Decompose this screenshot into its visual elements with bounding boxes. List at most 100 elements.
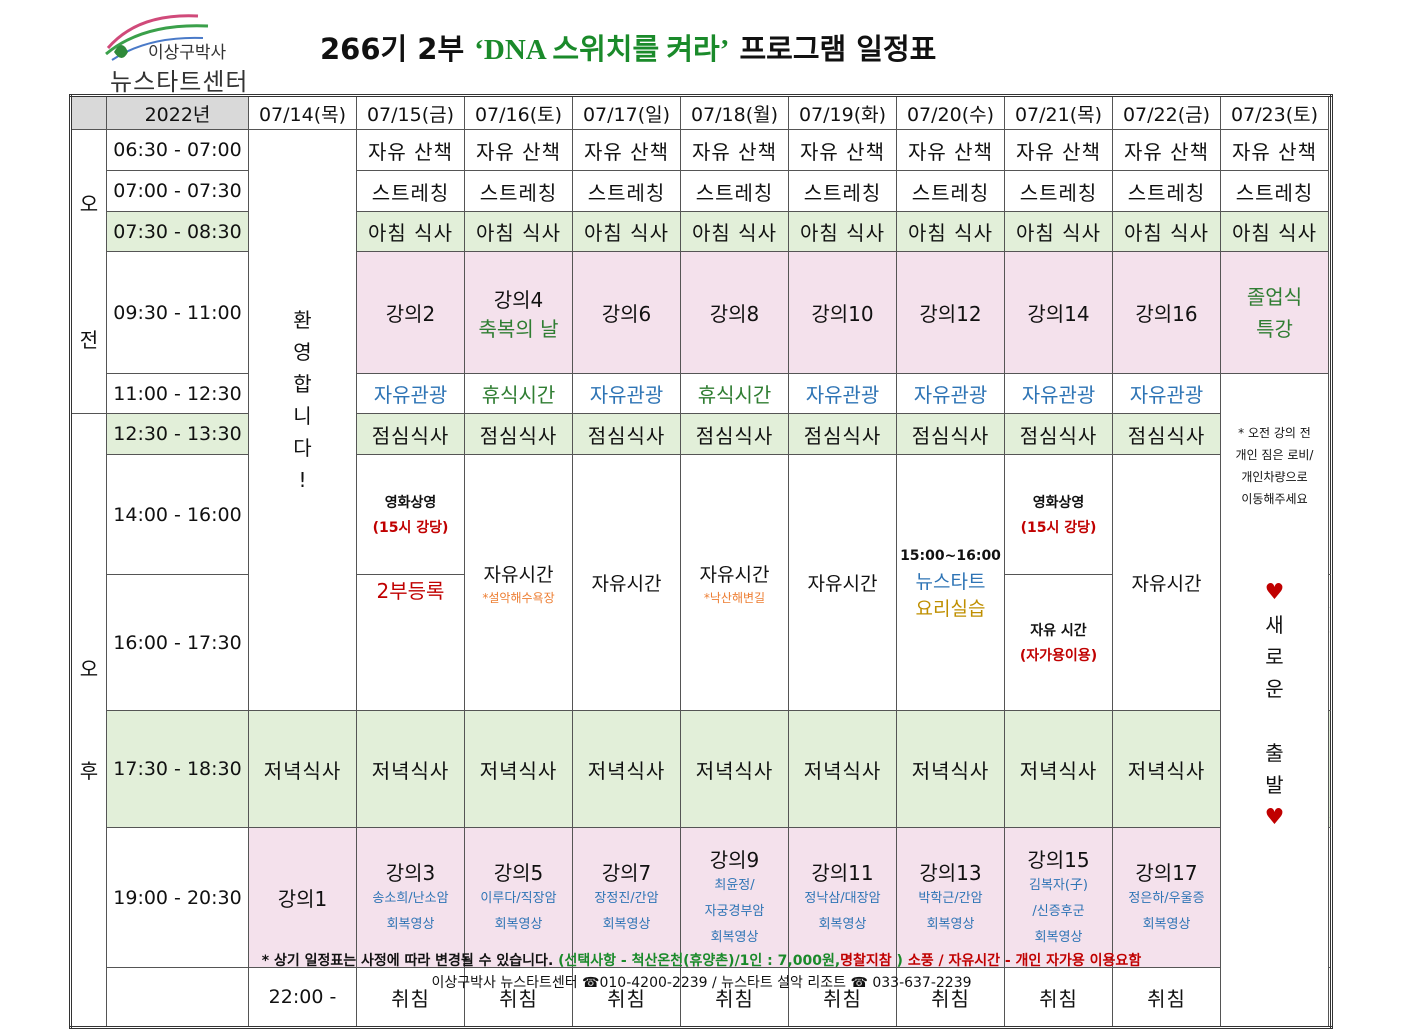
table-row: 07:30 - 08:30 아침 식사 아침 식사 아침 식사 아침 식사 아침…: [71, 211, 1332, 252]
lecture-cell: 강의9 최윤정/자궁경부암 회복영상: [680, 827, 789, 968]
time-cell: 06:30 - 07:00: [106, 129, 249, 171]
table-row: 16:00 - 17:30 2부등록 자유 시간(자가용이용) 자유시간: [71, 574, 1332, 711]
lecture-cell: 강의4 축복의 날: [464, 251, 573, 374]
dinner-cell: 저녁식사: [680, 710, 789, 828]
movie-cell: 영화상영 (15시 강당): [1004, 454, 1113, 575]
movie-cell: 영화상영 (15시 강당): [356, 454, 465, 575]
lunch-cell: 점심식사: [680, 413, 789, 455]
breakfast-cell: 아침 식사: [680, 211, 789, 252]
dinner-cell: 저녁식사: [1112, 710, 1221, 828]
page-title: 266기 2부 ‘DNA 스위치를 켜라’ 프로그램 일정표: [320, 26, 936, 68]
time-cell: 09:30 - 11:00: [106, 251, 249, 374]
stretch-cell: 스트레칭: [1220, 170, 1329, 212]
header-date: 07/22(금): [1112, 95, 1221, 130]
empty-cell: [1328, 827, 1331, 968]
lunch-cell: 점심식사: [356, 413, 465, 455]
breakfast-cell: 아침 식사: [356, 211, 465, 252]
lecture-cell: 강의11 정낙삼/대장암 회복영상: [788, 827, 897, 968]
breakfast-cell: 아침 식사: [464, 211, 573, 252]
lecture-cell: 강의6: [572, 251, 681, 374]
stretch-cell: 스트레칭: [1112, 170, 1221, 212]
header-date: 07/17(일): [572, 95, 681, 130]
table-row: 17:30 - 18:30 저녁식사 저녁식사 저녁식사 저녁식사 저녁식사 저…: [71, 710, 1332, 828]
lunch-cell: 점심식사: [1112, 413, 1221, 455]
lecture-cell: 강의10: [788, 251, 897, 374]
lecture-cell: 강의17 정은하/우울증 회복영상: [1112, 827, 1221, 968]
lunch-cell: 점심식사: [464, 413, 573, 455]
registration-cell: 2부등록: [356, 574, 465, 711]
breakfast-cell: 아침 식사: [1004, 211, 1113, 252]
walk-cell: 자유 산책: [788, 129, 897, 171]
lecture-cell: 강의15 김복자(子)/신증후군 회복영상: [1004, 827, 1113, 968]
free-own-cell: 자유 시간 (자가용이용): [1004, 574, 1113, 711]
lunch-cell: 점심식사: [788, 413, 897, 455]
title-suffix: 프로그램 일정표: [729, 32, 937, 66]
table-row: 14:00 - 16:00 영화상영 (15시 강당) 자유시간 *설악해수욕장 자…: [71, 454, 1332, 711]
stretch-cell: 스트레칭: [680, 170, 789, 212]
dinner-cell: 저녁식사: [1328, 710, 1331, 828]
stretch-cell: 스트레칭: [356, 170, 465, 212]
walk-cell: 자유 산책: [896, 129, 1005, 171]
breakfast-cell: 아침 식사: [788, 211, 897, 252]
free-tour-cell: 자유관광: [1004, 373, 1113, 414]
table-row: 07:00 - 07:30 스트레칭 스트레칭 스트레칭 스트레칭 스트레칭 스…: [71, 170, 1332, 212]
stretch-cell: 스트레칭: [896, 170, 1005, 212]
header-date: 07/21(목): [1004, 95, 1113, 130]
dinner-cell: 저녁식사: [1004, 710, 1113, 828]
free-tour-cell: 자유관광: [356, 373, 465, 414]
free-note: *낙산해변길: [703, 590, 766, 605]
logo-line2: 뉴스타트센터: [110, 68, 249, 96]
time-cell: 12:30 - 13:30: [106, 413, 249, 455]
welcome-cell: 환 영 합 니 다!: [248, 129, 357, 711]
walk-cell: 자유 산책: [572, 129, 681, 171]
header-blank: [70, 95, 107, 130]
rest-cell: 휴식시간: [464, 373, 573, 414]
table-row: 11:00 - 12:30 자유관광 휴식시간 자유관광 휴식시간 자유관광 자…: [71, 373, 1332, 1028]
time-cell: 17:30 - 18:30: [106, 710, 249, 828]
lecture-cell: 강의7 장정진/간암 회복영상: [572, 827, 681, 968]
time-cell: 14:00 - 16:00: [106, 454, 249, 575]
footer-note: * 상기 일정표는 사정에 따라 변경될 수 있습니다. (선택사항 - 척산온…: [261, 953, 1142, 969]
free-time-cell: 자유시간 *설악해수욕장: [464, 454, 573, 711]
header-date: 07/16(토): [464, 95, 573, 130]
lecture-cell: 강의2: [356, 251, 465, 374]
lecture-cell: 강의14: [1004, 251, 1113, 374]
free-time-cell: 자유시간: [572, 454, 681, 711]
time-cell: 07:00 - 07:30: [106, 170, 249, 212]
lunch-cell: 점심식사: [572, 413, 681, 455]
walk-cell: 자유 산책: [1112, 129, 1221, 171]
last-day-note-cell: * 오전 강의 전 개인 짐은 로비/ 개인차량으로 이동해주세요 ♥ 새 로 …: [1220, 373, 1329, 1028]
heart-icon: ♥: [1264, 805, 1285, 830]
schedule-table: 2022년 07/14(목) 07/15(금) 07/16(토) 07/17(일…: [69, 94, 1333, 1029]
header-date: 07/15(금): [356, 95, 465, 130]
header-row: 2022년 07/14(목) 07/15(금) 07/16(토) 07/17(일…: [70, 95, 1332, 130]
free-tour-cell: 자유관광: [788, 373, 897, 414]
free-time-cell: 자유시간: [1328, 574, 1331, 711]
stretch-cell: 스트레칭: [572, 170, 681, 212]
walk-cell: 자유 산책: [680, 129, 789, 171]
lecture-cell: 강의8: [680, 251, 789, 374]
header-date: 07/19(화): [788, 95, 897, 130]
free-tour-cell: 자유관광: [572, 373, 681, 414]
free-time-cell: 자유시간 *낙산해변길: [680, 454, 789, 711]
stretch-cell: 스트레칭: [464, 170, 573, 212]
blessing-day: 축복의 날: [478, 316, 559, 341]
table-row: 09:30 - 11:00 강의2 강의4 축복의 날 강의6 강의8 강의10 …: [71, 251, 1332, 374]
dinner-cell: 저녁식사: [572, 710, 681, 828]
free-time-cell: 자유시간: [1112, 454, 1221, 711]
graduation-cell: 졸업식 특강: [1220, 251, 1329, 374]
logo-swoosh-icon: [105, 14, 209, 61]
heart-icon: ♥: [1264, 580, 1285, 605]
free-tour-cell: 자유관광: [896, 373, 1005, 414]
time-cell: 07:30 - 08:30: [106, 211, 249, 252]
header-year: 2022년: [106, 95, 249, 130]
header-date: 07/23(토): [1220, 95, 1329, 130]
lecture-cell: 강의1: [248, 827, 357, 968]
lecture-cell: 강의3 송소희/난소암 회복영상: [356, 827, 465, 968]
breakfast-cell: 아침 식사: [1112, 211, 1221, 252]
note-line: 개인 짐은 로비/: [1235, 448, 1314, 462]
stretch-cell: 스트레칭: [1004, 170, 1113, 212]
